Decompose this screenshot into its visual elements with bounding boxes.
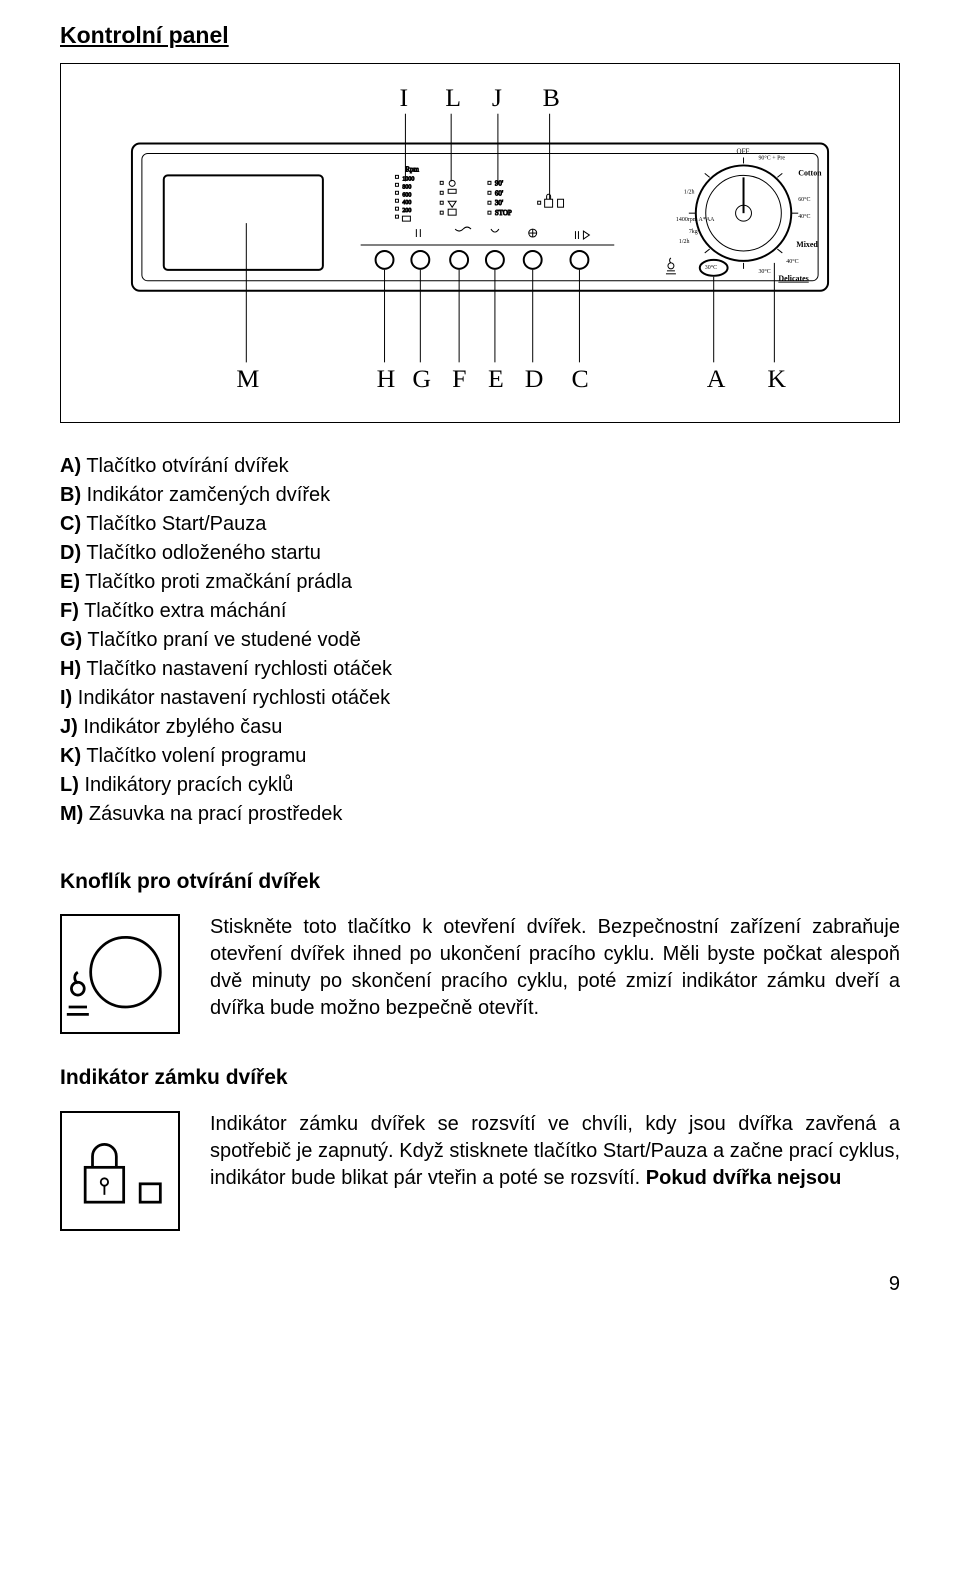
- section-body: Indikátor zámku dvířek se rozsvítí ve ch…: [210, 1111, 900, 1192]
- svg-text:30°C: 30°C: [705, 264, 717, 271]
- legend-letter: A): [60, 455, 81, 477]
- svg-text:800: 800: [402, 184, 411, 190]
- diagram-label-I: I: [399, 83, 408, 112]
- svg-text:STOP: STOP: [495, 209, 512, 217]
- section-body: Stiskněte toto tlačítko k otevření dvíře…: [210, 914, 900, 1022]
- svg-text:60°C: 60°C: [798, 196, 810, 203]
- diagram-label-C: C: [571, 364, 588, 393]
- legend-item: L) Indikátory pracích cyklů: [60, 772, 900, 799]
- svg-text:7kg: 7kg: [689, 229, 698, 235]
- section-row: Indikátor zámku dvířek se rozsvítí ve ch…: [60, 1111, 900, 1231]
- legend-text: Tlačítko Start/Pauza: [86, 513, 266, 535]
- legend-item: A) Tlačítko otvírání dvířek: [60, 453, 900, 480]
- svg-text:1/2h: 1/2h: [684, 189, 695, 195]
- svg-text:40°C: 40°C: [786, 258, 798, 265]
- svg-text:OFF: OFF: [737, 148, 750, 156]
- svg-text:200: 200: [402, 208, 411, 214]
- legend-letter: H): [60, 658, 81, 680]
- door-open-icon: [60, 914, 180, 1034]
- legend-item: H) Tlačítko nastavení rychlosti otáček: [60, 656, 900, 683]
- legend-item: B) Indikátor zamčených dvířek: [60, 482, 900, 509]
- legend-letter: F): [60, 600, 79, 622]
- legend-item: D) Tlačítko odloženého startu: [60, 540, 900, 567]
- svg-text:Rpm: Rpm: [405, 165, 419, 173]
- svg-text:60': 60': [495, 189, 503, 197]
- page-title: Kontrolní panel: [60, 20, 900, 51]
- legend-item: J) Indikátor zbylého času: [60, 714, 900, 741]
- legend-letter: C): [60, 513, 81, 535]
- legend-list: A) Tlačítko otvírání dvířek B) Indikátor…: [60, 453, 900, 828]
- svg-text:90°C + Pre: 90°C + Pre: [758, 155, 785, 162]
- legend-text: Tlačítko otvírání dvířek: [86, 455, 288, 477]
- legend-text: Tlačítko extra máchání: [84, 600, 286, 622]
- legend-letter: G): [60, 629, 82, 651]
- svg-text:Cotton: Cotton: [798, 168, 822, 177]
- legend-text: Indikátor zamčených dvířek: [87, 484, 330, 506]
- svg-text:90': 90': [495, 179, 503, 187]
- diagram-label-M: M: [236, 364, 259, 393]
- section-row: Stiskněte toto tlačítko k otevření dvíře…: [60, 914, 900, 1034]
- legend-letter: M): [60, 803, 83, 825]
- svg-text:1000: 1000: [402, 176, 414, 182]
- svg-text:30': 30': [495, 199, 503, 207]
- legend-text: Zásuvka na prací prostředek: [89, 803, 342, 825]
- legend-item: E) Tlačítko proti zmačkání prádla: [60, 569, 900, 596]
- legend-text: Indikátor nastavení rychlosti otáček: [78, 687, 390, 709]
- legend-letter: K): [60, 745, 81, 767]
- legend-text: Tlačítko volení programu: [86, 745, 306, 767]
- legend-item: G) Tlačítko praní ve studené vodě: [60, 627, 900, 654]
- legend-text: Indikátory pracích cyklů: [84, 774, 293, 796]
- legend-item: M) Zásuvka na prací prostředek: [60, 801, 900, 828]
- legend-letter: B): [60, 484, 81, 506]
- diagram-label-L: L: [445, 83, 461, 112]
- legend-item: F) Tlačítko extra máchání: [60, 598, 900, 625]
- legend-letter: J): [60, 716, 78, 738]
- door-lock-icon: [60, 1111, 180, 1231]
- legend-letter: L): [60, 774, 79, 796]
- diagram-label-G: G: [412, 364, 431, 393]
- diagram-label-E: E: [488, 364, 504, 393]
- diagram-label-B: B: [543, 83, 560, 112]
- svg-text:Mixed: Mixed: [796, 240, 818, 249]
- legend-item: K) Tlačítko volení programu: [60, 743, 900, 770]
- svg-text:1400rpm A*AA: 1400rpm A*AA: [676, 217, 715, 223]
- legend-letter: D): [60, 542, 81, 564]
- diagram-label-F: F: [452, 364, 466, 393]
- legend-text: Indikátor zbylého času: [83, 716, 282, 738]
- legend-item: C) Tlačítko Start/Pauza: [60, 511, 900, 538]
- page-number: 9: [60, 1271, 900, 1298]
- control-panel-diagram: Rpm 1000 800 600 400 200 90' 60' 30' STOP: [60, 63, 900, 423]
- svg-text:Delicates: Delicates: [778, 274, 808, 283]
- diagram-label-J: J: [492, 83, 502, 112]
- legend-text: Tlačítko odloženého startu: [86, 542, 321, 564]
- legend-item: I) Indikátor nastavení rychlosti otáček: [60, 685, 900, 712]
- diagram-svg: Rpm 1000 800 600 400 200 90' 60' 30' STOP: [61, 64, 899, 422]
- legend-text: Tlačítko praní ve studené vodě: [87, 629, 361, 651]
- diagram-label-D: D: [525, 364, 544, 393]
- legend-text: Tlačítko nastavení rychlosti otáček: [86, 658, 392, 680]
- svg-text:30°C: 30°C: [758, 268, 770, 275]
- svg-text:40°C: 40°C: [798, 213, 810, 220]
- section-heading-door-knob: Knoflík pro otvírání dvířek: [60, 868, 900, 896]
- svg-text:1/2h: 1/2h: [679, 239, 690, 245]
- diagram-label-K: K: [767, 364, 786, 393]
- svg-text:400: 400: [402, 200, 411, 206]
- section-body-bold: Pokud dvířka nejsou: [646, 1167, 842, 1189]
- section-heading-door-lock: Indikátor zámku dvířek: [60, 1064, 900, 1092]
- legend-letter: E): [60, 571, 80, 593]
- svg-text:600: 600: [402, 192, 411, 198]
- diagram-label-H: H: [377, 364, 396, 393]
- legend-text: Tlačítko proti zmačkání prádla: [85, 571, 352, 593]
- legend-letter: I): [60, 687, 72, 709]
- diagram-label-A: A: [707, 364, 726, 393]
